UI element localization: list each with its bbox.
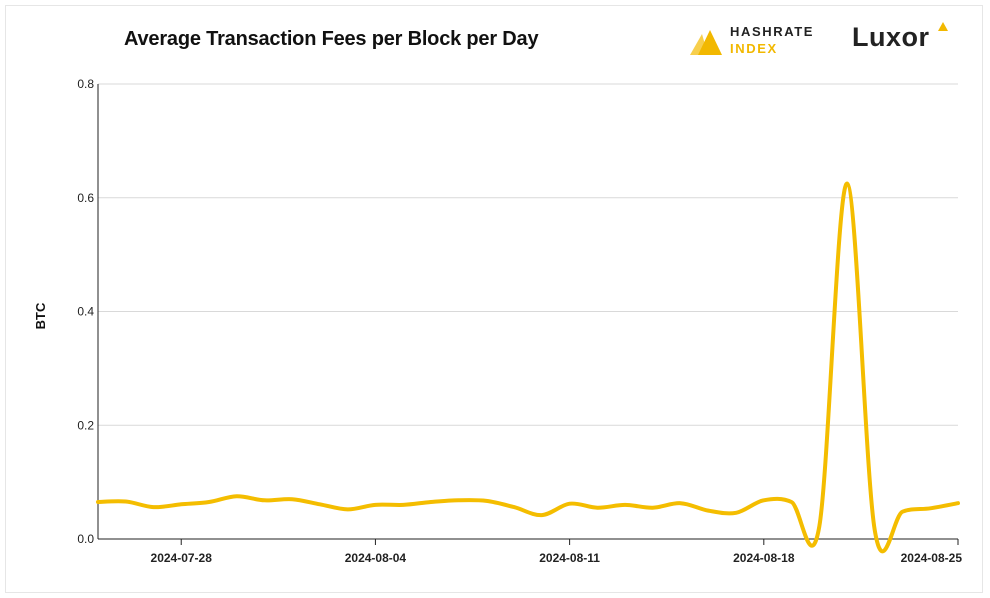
logo-index-text: INDEX — [730, 41, 778, 56]
series-group — [96, 181, 960, 554]
chart-title: Average Transaction Fees per Block per D… — [124, 28, 539, 50]
luxor-logo: Luxor — [852, 20, 962, 60]
x-tick-label: 2024-08-25 — [901, 551, 963, 565]
y-tick-label: 0.0 — [77, 532, 94, 546]
luxor-mark-icon — [938, 22, 948, 31]
y-tick-label: 0.8 — [77, 77, 94, 91]
x-tick-label: 2024-08-11 — [539, 551, 600, 565]
x-tick-label: 2024-08-18 — [733, 551, 795, 565]
y-axis-label: BTC — [33, 302, 48, 329]
y-tick-label: 0.2 — [77, 418, 94, 432]
x-tick-label: 2024-08-04 — [345, 551, 407, 565]
y-tick-labels: 0.0 0.2 0.4 0.6 0.8 — [77, 77, 94, 546]
y-tick-label: 0.6 — [77, 191, 94, 205]
x-tick-label: 2024-07-28 — [151, 551, 213, 565]
series-line — [96, 181, 960, 554]
chart-frame — [5, 5, 983, 593]
hashrate-index-logo: HASHRATE INDEX — [688, 22, 828, 62]
logo-luxor-text: Luxor — [852, 22, 930, 52]
logo-hashrate-text: HASHRATE — [730, 24, 815, 39]
y-tick-label: 0.4 — [77, 305, 94, 319]
hashrate-index-mark-icon — [690, 30, 722, 55]
gridlines — [98, 83, 958, 426]
